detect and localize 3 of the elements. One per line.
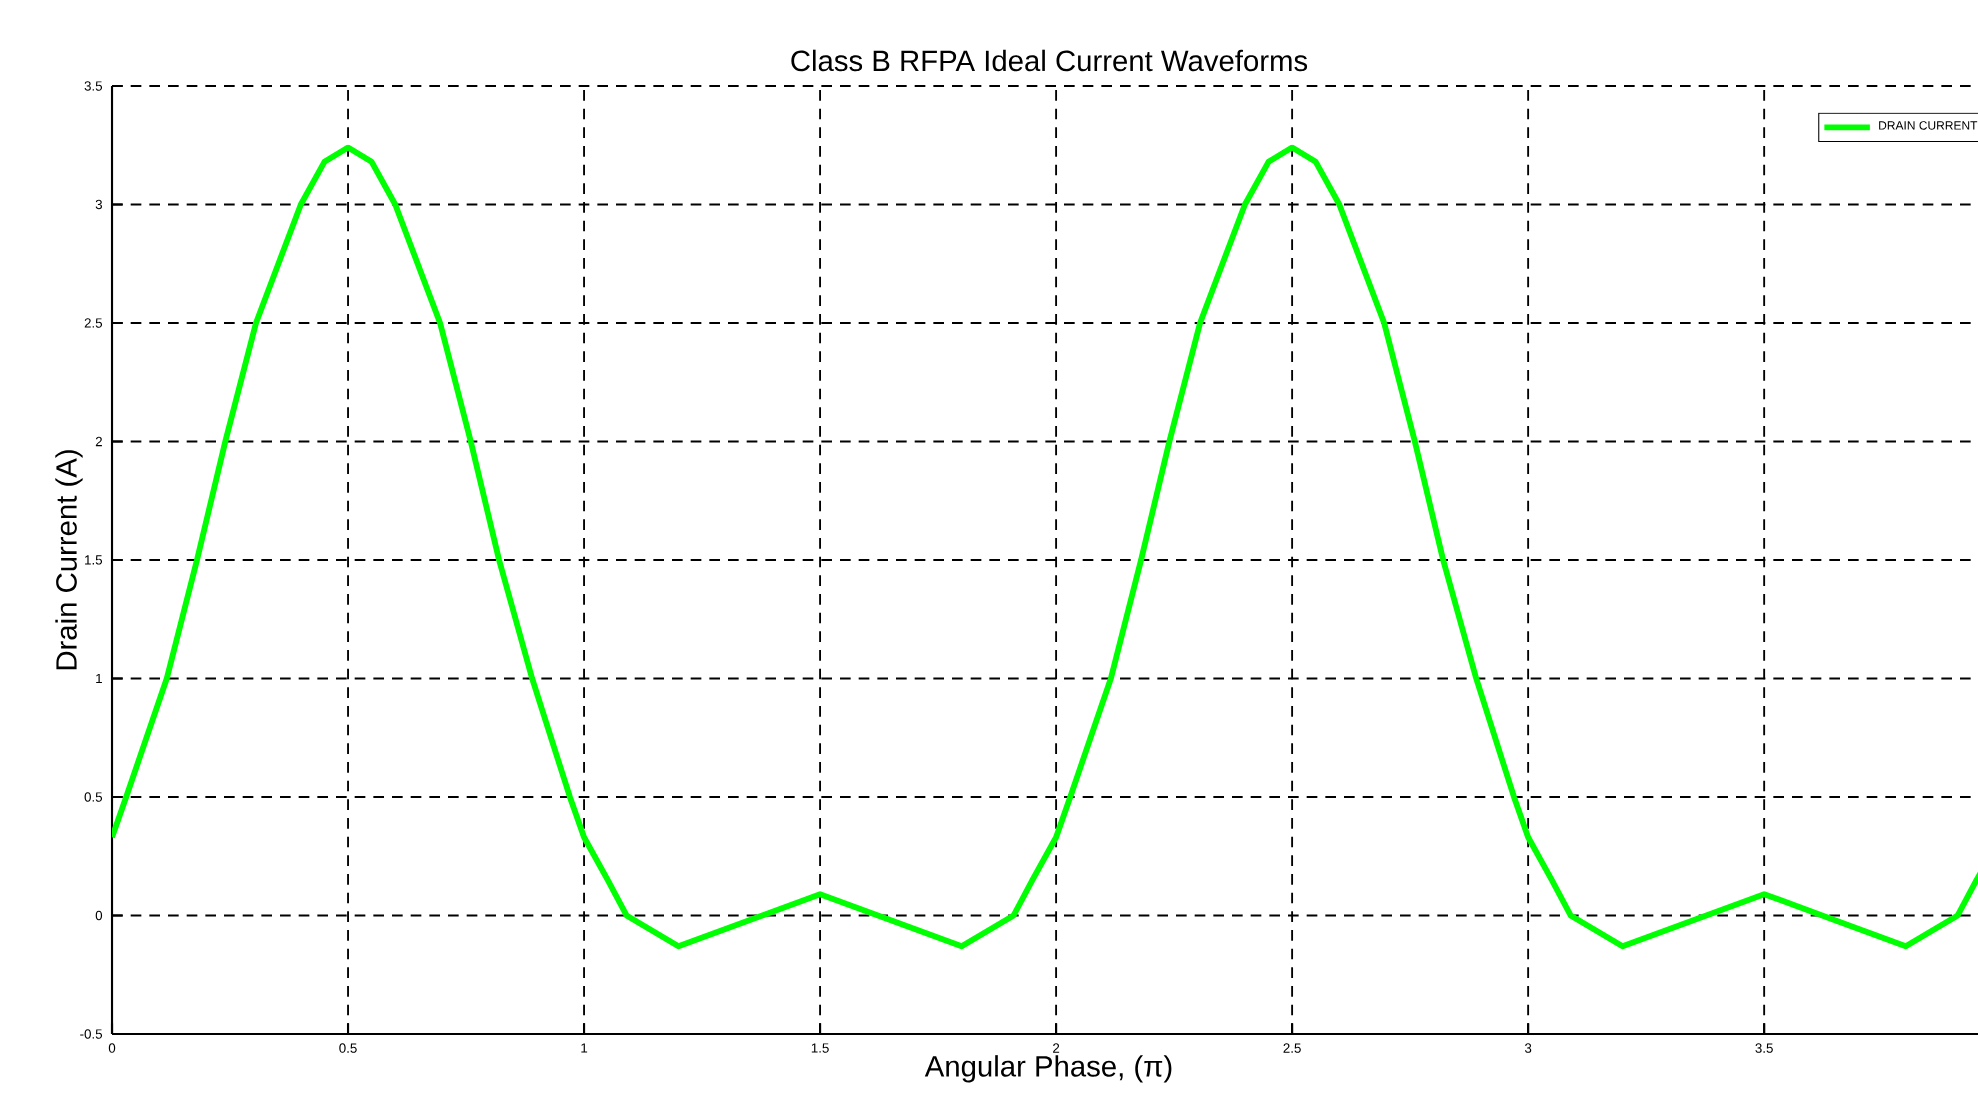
- x-axis-title: Angular Phase, (π): [924, 1055, 1172, 1083]
- chart-title: Class B RFPA Ideal Current Waveforms: [791, 49, 1308, 72]
- y-axis-title: Drain Current (A): [55, 450, 83, 670]
